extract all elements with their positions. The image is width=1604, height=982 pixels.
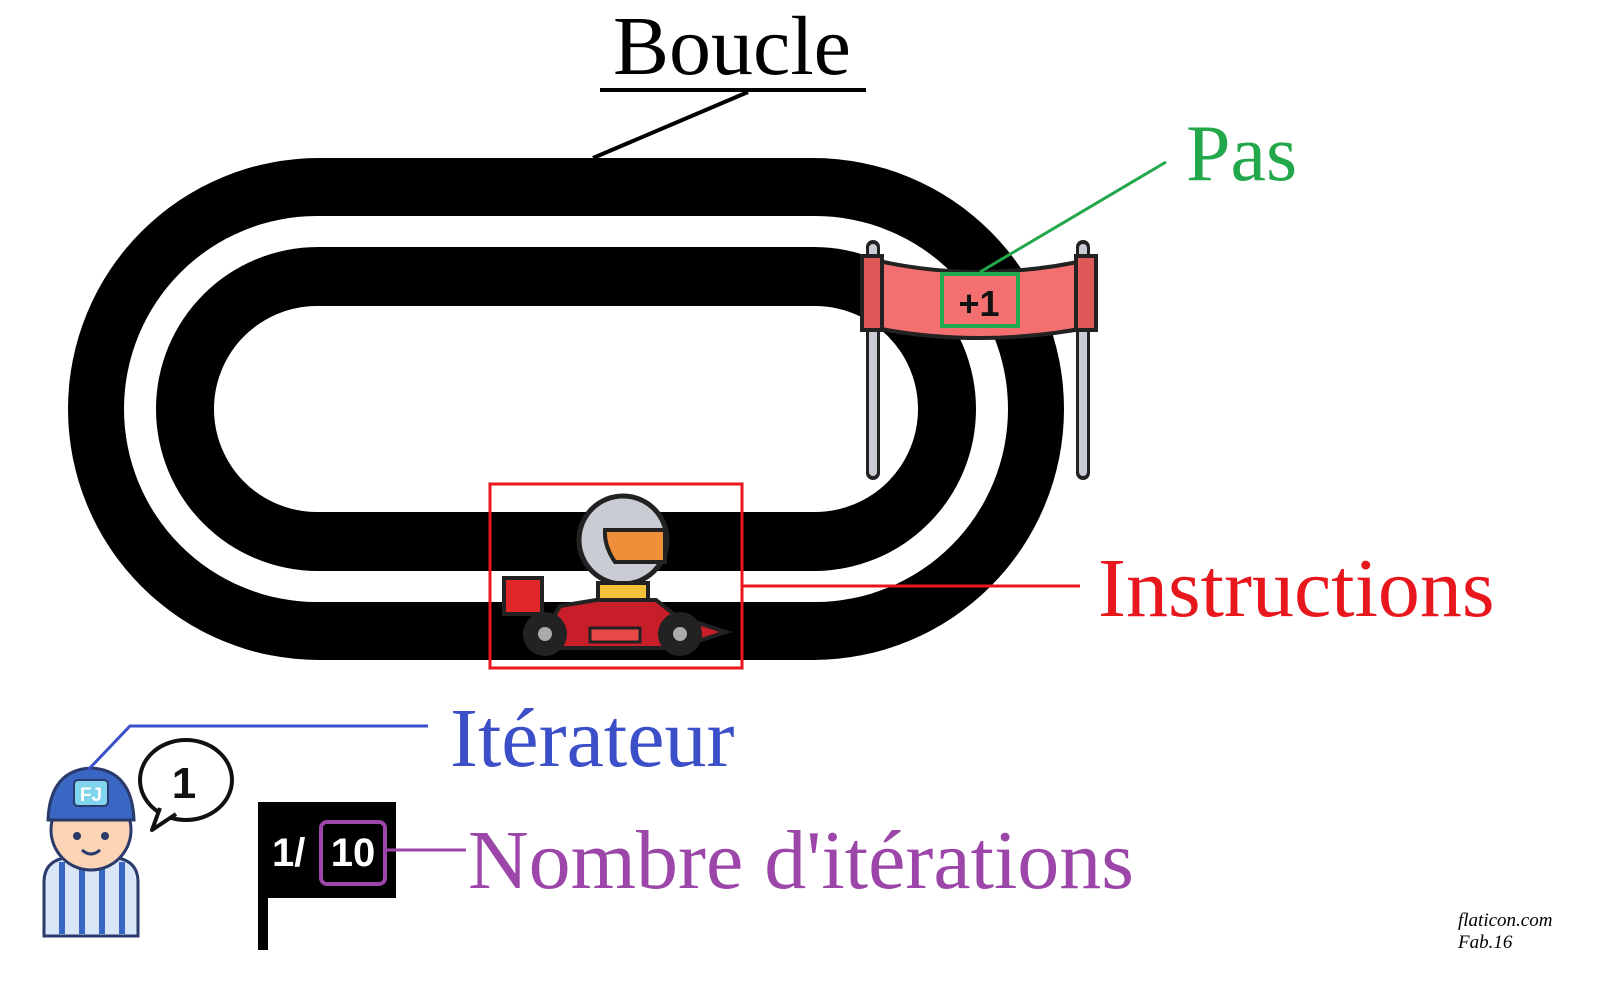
- title: Boucle: [613, 0, 851, 93]
- title-pointer-line: [592, 90, 749, 160]
- kart-driver-icon: [502, 493, 733, 656]
- instructions-highlight-box: [488, 482, 744, 670]
- instructions-label: Instructions: [1098, 542, 1495, 635]
- iterator-pointer-line: [86, 724, 428, 772]
- iterator-label: Itérateur: [450, 692, 734, 785]
- race-track-icon: [68, 158, 1064, 660]
- finish-banner-icon: [860, 240, 1098, 480]
- iteration-count-highlight-box: [319, 820, 387, 886]
- speech-bubble-icon: [138, 738, 234, 832]
- credit-line-1: flaticon.com: [1458, 910, 1552, 931]
- step-highlight-box: [940, 272, 1020, 328]
- lap-flag-icon: [258, 802, 396, 950]
- bubble-text: 1: [172, 759, 196, 808]
- flag-total: 10: [331, 831, 376, 875]
- step-pointer-line: [979, 160, 1167, 274]
- step-label: Pas: [1186, 110, 1297, 198]
- iteration-count-label: Nombre d'itérations: [468, 814, 1134, 907]
- credit-line-2: Fab.16: [1457, 932, 1513, 953]
- banner-text: +1: [958, 283, 999, 324]
- referee-cap-text: FJ: [80, 785, 102, 806]
- referee-icon: [42, 766, 140, 938]
- flag-current: 1/: [272, 831, 305, 875]
